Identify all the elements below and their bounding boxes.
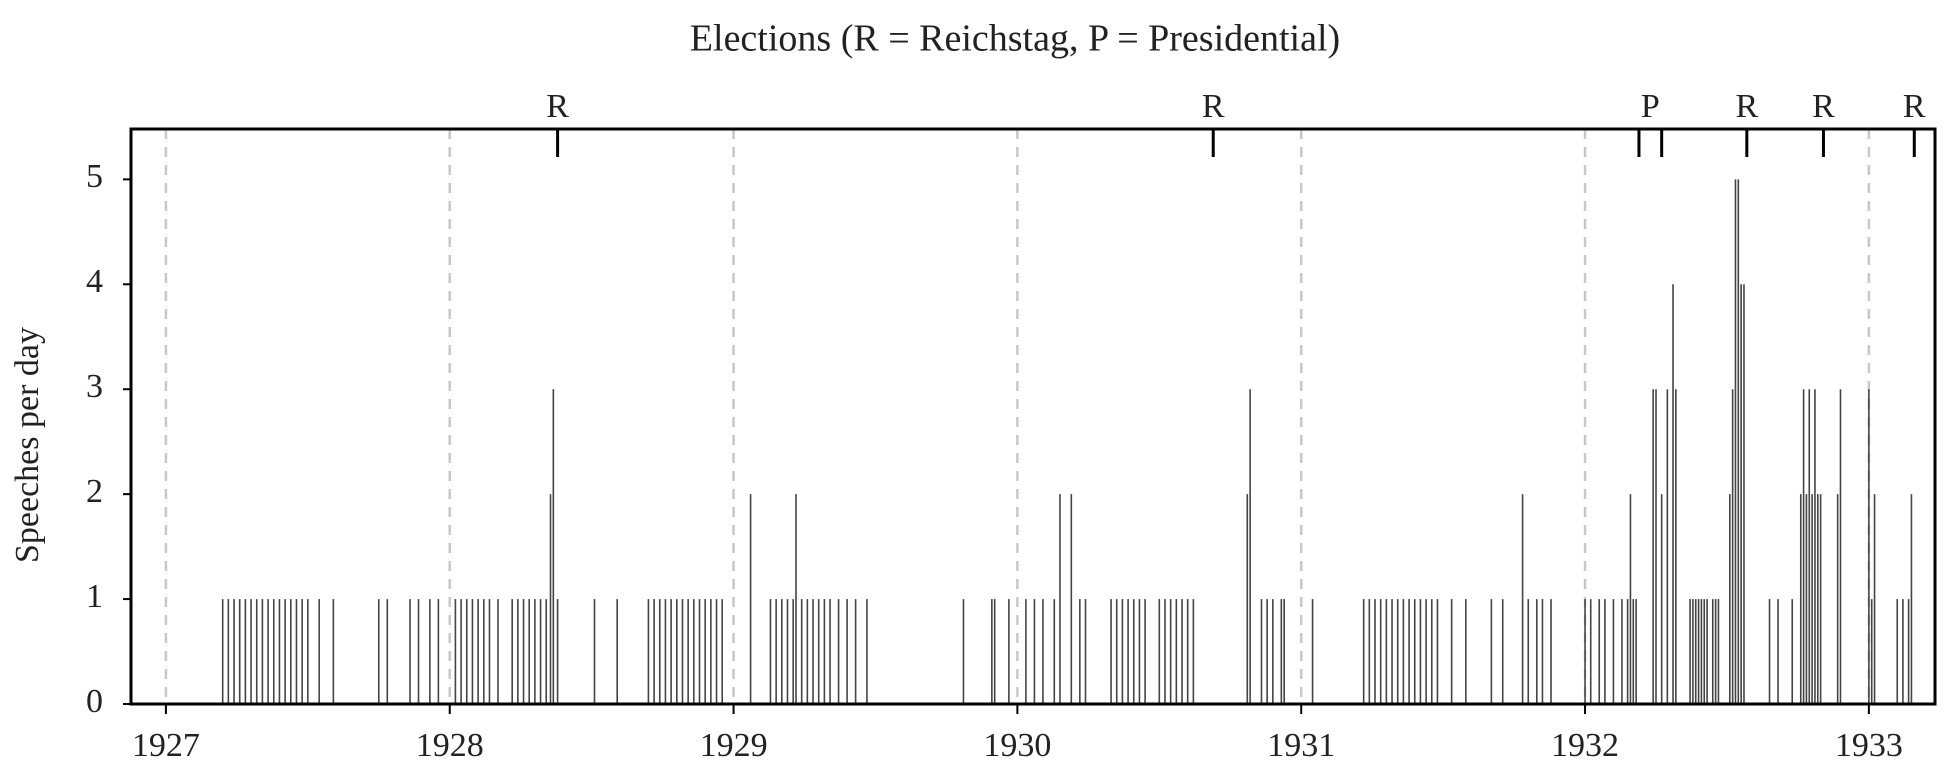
y-axis-label: Speeches per day: [9, 327, 46, 563]
y-tick-label: 2: [86, 473, 103, 510]
y-tick-label: 0: [86, 683, 103, 720]
y-tick-label: 4: [86, 263, 103, 300]
x-tick-label: 1930: [983, 727, 1051, 764]
y-tick-label: 1: [86, 578, 103, 615]
x-tick-label: 1928: [416, 727, 484, 764]
x-tick-label: 1933: [1835, 727, 1903, 764]
x-tick-label: 1927: [132, 727, 200, 764]
plot-frame: [129, 127, 1937, 706]
chart-title: Elections (R = Reichstag, P = Presidenti…: [690, 18, 1340, 60]
election-label: R: [1812, 88, 1835, 125]
y-tick-label: 5: [86, 158, 103, 195]
x-tick-label: 1932: [1551, 727, 1619, 764]
x-tick-label: 1931: [1267, 727, 1335, 764]
x-tick-label: 1929: [700, 727, 768, 764]
election-label: P: [1641, 88, 1660, 125]
y-tick-label: 3: [86, 368, 103, 405]
election-label: R: [1202, 88, 1225, 125]
election-label: R: [1735, 88, 1758, 125]
election-label: R: [546, 88, 569, 125]
election-label: R: [1903, 88, 1926, 125]
